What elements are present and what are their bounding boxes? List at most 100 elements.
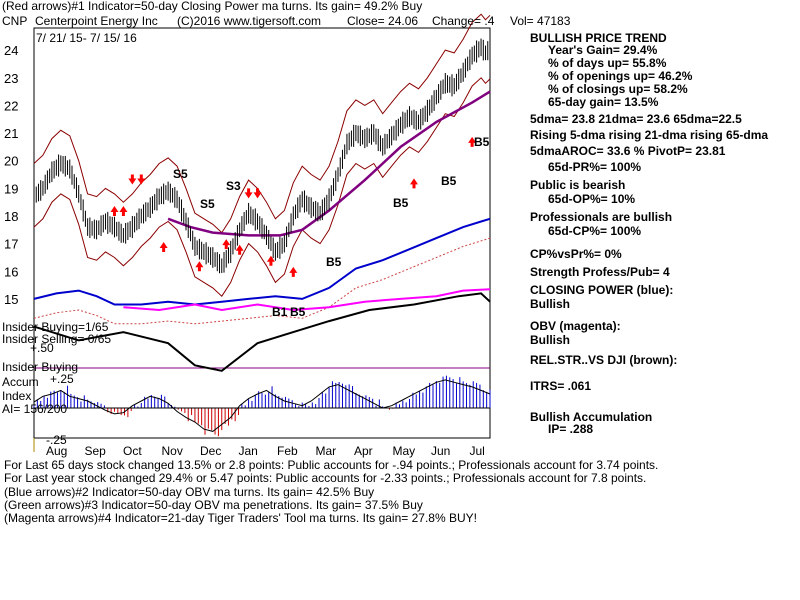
header-line1: (Red arrows)#1 Indicator=50-day Closing … (2, 0, 423, 13)
y-tick-label: 19 (4, 181, 18, 196)
index-label: Index (2, 389, 32, 403)
upper-band (33, 13, 491, 234)
buy-arrow (468, 136, 477, 147)
buy-arrow (289, 266, 298, 277)
ma65-line (167, 90, 491, 237)
ai-label: AI= 156/200 (2, 402, 68, 416)
month-label: Sep (85, 444, 107, 458)
y-tick-label: 16 (4, 264, 18, 279)
annotation-b5-d: B5 (326, 255, 342, 269)
openings-up: % of openings up= 46.2% (548, 69, 693, 83)
sell-arrow (128, 174, 137, 185)
op-percent: 65d-OP%= 10% (548, 192, 636, 206)
aroc: 5dmaAROC= 33.6 % PivotP= 23.81 (530, 144, 726, 158)
month-label: Jul (470, 444, 485, 458)
footer-line4: (Green arrows)#3 Indicator=50-day OBV ma… (4, 498, 423, 512)
trend-title: BULLISH PRICE TREND (530, 31, 667, 45)
sell-arrow (253, 188, 262, 199)
footer-line2: For Last year stock changed 29.4% or 5.4… (4, 471, 647, 485)
y-tick-label: 17 (4, 237, 18, 252)
month-label: Aug (46, 444, 67, 458)
days-up: % of days up= 55.8% (548, 56, 667, 70)
header-change: Change= .4 (432, 14, 495, 28)
insider-buying-2-label: Insider Buying (2, 360, 79, 374)
accum-status: Bullish Accumulation (530, 410, 653, 424)
header-close: Close= 24.06 (347, 14, 419, 28)
month-label: Jun (431, 444, 450, 458)
accum-50-label: +.50 (30, 341, 54, 355)
gain-65: 65-day gain= 13.5% (548, 95, 659, 109)
annotation-b5-b: B5 (441, 174, 457, 188)
accum-ma-line (33, 379, 491, 432)
buy-arrow (195, 261, 204, 272)
closing-power-line (33, 217, 491, 306)
y-tick-label: 18 (4, 209, 18, 224)
annotation-b1: B1 (272, 305, 288, 319)
header-ticker: CNP (2, 14, 28, 28)
obv-line (123, 288, 491, 312)
sell-arrow (137, 174, 146, 185)
annotation-b5-c: B5 (393, 196, 409, 210)
y-tick-label: 20 (4, 154, 18, 169)
dma-values: 5dma= 23.8 21dma= 23.6 65dma=22.5 (530, 112, 742, 126)
buy-arrow (119, 206, 128, 216)
header-copyright: (C)2016 www.tigersoft.com (177, 14, 322, 28)
buy-arrow (410, 178, 418, 189)
y-tick-label: 22 (4, 98, 18, 113)
month-label: Apr (354, 444, 373, 458)
month-label: May (393, 444, 416, 458)
ip-value: IP= .288 (548, 422, 594, 436)
accum-25-label: +.25 (50, 372, 74, 386)
lower-band (33, 77, 491, 297)
header-vol: Vol= 47183 (510, 14, 571, 28)
y-tick-label: 24 (4, 43, 18, 58)
annotation-s5-b: S5 (200, 197, 215, 211)
accum-m25-label: -.25 (46, 433, 67, 447)
month-label: Dec (200, 444, 221, 458)
footer-line5: (Magenta arrows)#4 Indicator=21-day Tige… (4, 511, 477, 525)
buy-arrow (159, 241, 168, 252)
month-label: Feb (277, 444, 298, 458)
y-tick-label: 21 (4, 126, 18, 141)
closing-power-label: CLOSING POWER (blue): (530, 283, 674, 297)
cp-vs-pr: CP%vsPr%= 0% (530, 247, 622, 261)
footer-line3: (Blue arrows)#2 Indicator=50-day OBV ma … (4, 485, 375, 499)
month-label: Nov (162, 444, 183, 458)
accum-label: Accum (2, 375, 39, 389)
chart-frame (33, 27, 491, 439)
years-gain: Year's Gain= 29.4% (548, 43, 658, 57)
obv-status: Bullish (530, 333, 571, 347)
annotation-s5-a: S5 (173, 167, 188, 181)
itrs: ITRS= .061 (530, 379, 592, 393)
closing-power-status: Bullish (530, 297, 571, 311)
pr-percent: 65d-PR%= 100% (548, 160, 642, 174)
rising-dma: Rising 5-dma rising 21-dma rising 65-dma (530, 128, 769, 142)
obv-label: OBV (magenta): (530, 319, 621, 333)
annotation-s3: S3 (226, 179, 241, 193)
buy-arrow (235, 244, 244, 255)
buy-arrow (222, 239, 231, 250)
annotation-b5-a: B5 (474, 135, 490, 149)
pros-status: Professionals are bullish (530, 210, 673, 224)
insider-selling-label: Insider Selling= 0/65 (2, 332, 112, 346)
annotation-b5-e: B5 (290, 305, 306, 319)
public-status: Public is bearish (530, 178, 626, 192)
rel-strength-line (33, 237, 491, 325)
y-tick-label: 23 (4, 71, 18, 86)
footer-line1: For Last 65 days stock changed 13.5% or … (4, 458, 659, 472)
header-company: Centerpoint Energy Inc (35, 14, 158, 28)
sell-arrow (244, 188, 253, 199)
tiger-tool-line (33, 292, 491, 372)
relstr-label: REL.STR..VS DJI (brown): (530, 353, 678, 367)
month-label: Mar (316, 444, 337, 458)
cp-percent: 65d-CP%= 100% (548, 224, 642, 238)
month-label: Oct (123, 444, 142, 458)
month-label: Jan (239, 444, 258, 458)
buy-arrow (110, 206, 119, 216)
insider-buying-label: Insider Buying=1/65 (2, 320, 109, 334)
closings-up: % of closings up= 58.2% (548, 82, 688, 96)
y-tick-label: 15 (4, 292, 18, 307)
buy-arrow (266, 255, 275, 266)
strength: Strength Profess/Pub= 4 (530, 265, 670, 279)
